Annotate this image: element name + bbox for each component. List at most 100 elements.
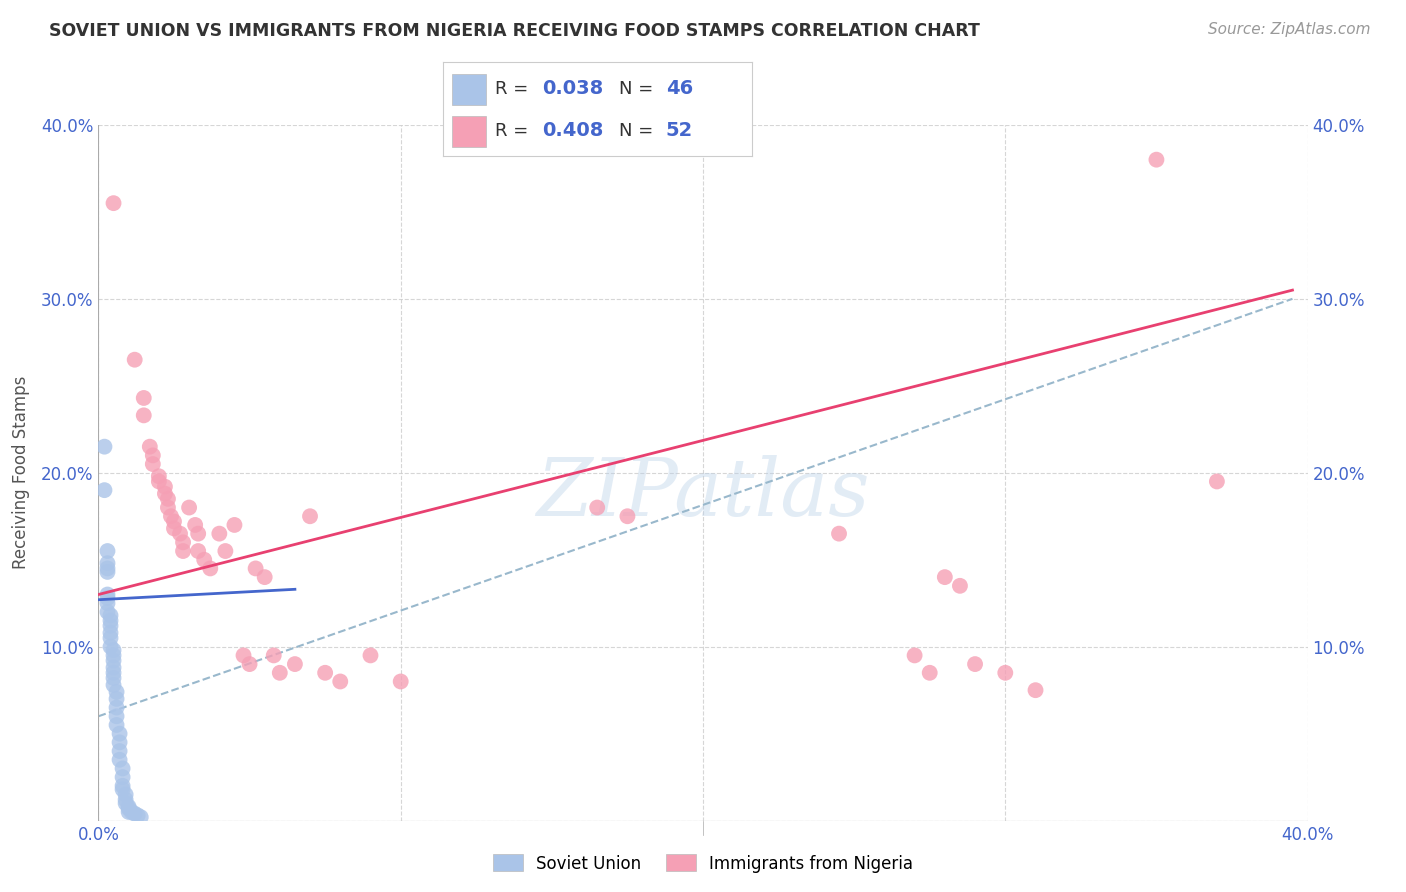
Point bbox=[105, 692, 128, 706]
Point bbox=[111, 779, 134, 793]
Point bbox=[103, 643, 125, 657]
Point bbox=[129, 810, 152, 824]
Point bbox=[200, 561, 222, 575]
Point bbox=[100, 631, 122, 645]
Point bbox=[124, 352, 146, 367]
Point bbox=[163, 521, 186, 535]
Point bbox=[269, 665, 291, 680]
Point bbox=[96, 587, 118, 601]
Point bbox=[179, 500, 201, 515]
Point bbox=[132, 391, 155, 405]
Point bbox=[156, 491, 179, 506]
Point bbox=[111, 761, 134, 775]
Point bbox=[111, 782, 134, 797]
Point bbox=[118, 799, 141, 814]
Point bbox=[124, 806, 146, 821]
Point bbox=[118, 801, 141, 815]
Point bbox=[103, 660, 125, 674]
Point bbox=[389, 674, 412, 689]
Point bbox=[100, 625, 122, 640]
Text: 52: 52 bbox=[665, 121, 693, 140]
Point bbox=[187, 526, 209, 541]
Point bbox=[105, 685, 128, 699]
Legend: Soviet Union, Immigrants from Nigeria: Soviet Union, Immigrants from Nigeria bbox=[486, 847, 920, 880]
Point bbox=[108, 753, 131, 767]
Point bbox=[299, 509, 322, 524]
Point bbox=[114, 793, 136, 807]
Point bbox=[105, 718, 128, 732]
Point bbox=[239, 657, 262, 671]
Point bbox=[103, 654, 125, 668]
Point bbox=[187, 544, 209, 558]
Point bbox=[118, 805, 141, 819]
Point bbox=[1206, 475, 1229, 489]
Point bbox=[828, 526, 851, 541]
Point bbox=[108, 726, 131, 740]
Point bbox=[169, 526, 191, 541]
Point bbox=[148, 475, 170, 489]
Text: R =: R = bbox=[495, 122, 534, 140]
Text: ZIPatlas: ZIPatlas bbox=[536, 455, 870, 533]
Text: SOVIET UNION VS IMMIGRANTS FROM NIGERIA RECEIVING FOOD STAMPS CORRELATION CHART: SOVIET UNION VS IMMIGRANTS FROM NIGERIA … bbox=[49, 22, 980, 40]
Point bbox=[103, 648, 125, 663]
Point bbox=[96, 596, 118, 610]
Point bbox=[253, 570, 276, 584]
Text: N =: N = bbox=[619, 79, 659, 97]
Point bbox=[93, 440, 115, 454]
Point bbox=[96, 556, 118, 570]
Point bbox=[904, 648, 927, 663]
Point bbox=[949, 579, 972, 593]
Point bbox=[93, 483, 115, 497]
Point bbox=[172, 535, 194, 549]
Point bbox=[245, 561, 267, 575]
Text: R =: R = bbox=[495, 79, 534, 97]
Point bbox=[153, 486, 176, 500]
Point bbox=[184, 517, 207, 532]
Point bbox=[163, 515, 186, 529]
Point bbox=[918, 665, 941, 680]
Point bbox=[121, 805, 143, 819]
Point bbox=[139, 440, 162, 454]
Text: Source: ZipAtlas.com: Source: ZipAtlas.com bbox=[1208, 22, 1371, 37]
Point bbox=[105, 709, 128, 723]
Point bbox=[105, 700, 128, 714]
Point bbox=[160, 509, 183, 524]
Point bbox=[193, 552, 215, 567]
Point bbox=[114, 796, 136, 810]
Point bbox=[114, 788, 136, 802]
Point bbox=[208, 526, 231, 541]
Point bbox=[1144, 153, 1167, 167]
Point bbox=[127, 808, 149, 822]
Text: N =: N = bbox=[619, 122, 659, 140]
Point bbox=[108, 744, 131, 758]
Y-axis label: Receiving Food Stamps: Receiving Food Stamps bbox=[11, 376, 30, 569]
Point bbox=[172, 544, 194, 558]
Point bbox=[214, 544, 236, 558]
Point bbox=[96, 605, 118, 619]
Point bbox=[329, 674, 352, 689]
Point bbox=[96, 565, 118, 579]
Point bbox=[100, 640, 122, 654]
Point bbox=[616, 509, 638, 524]
Point bbox=[156, 500, 179, 515]
Point bbox=[103, 665, 125, 680]
Text: 46: 46 bbox=[665, 79, 693, 98]
Point bbox=[96, 561, 118, 575]
Point bbox=[284, 657, 307, 671]
Point bbox=[934, 570, 956, 584]
Point bbox=[965, 657, 987, 671]
Point bbox=[111, 770, 134, 784]
Point bbox=[994, 665, 1017, 680]
Bar bbox=[453, 74, 486, 104]
Point bbox=[142, 448, 165, 462]
Text: 0.408: 0.408 bbox=[541, 121, 603, 140]
Point bbox=[142, 457, 165, 471]
Point bbox=[103, 671, 125, 685]
Text: 0.038: 0.038 bbox=[541, 79, 603, 98]
Point bbox=[232, 648, 254, 663]
Bar bbox=[453, 116, 486, 147]
Point bbox=[100, 619, 122, 633]
Point bbox=[153, 480, 176, 494]
Point bbox=[1024, 683, 1046, 698]
Point bbox=[96, 544, 118, 558]
